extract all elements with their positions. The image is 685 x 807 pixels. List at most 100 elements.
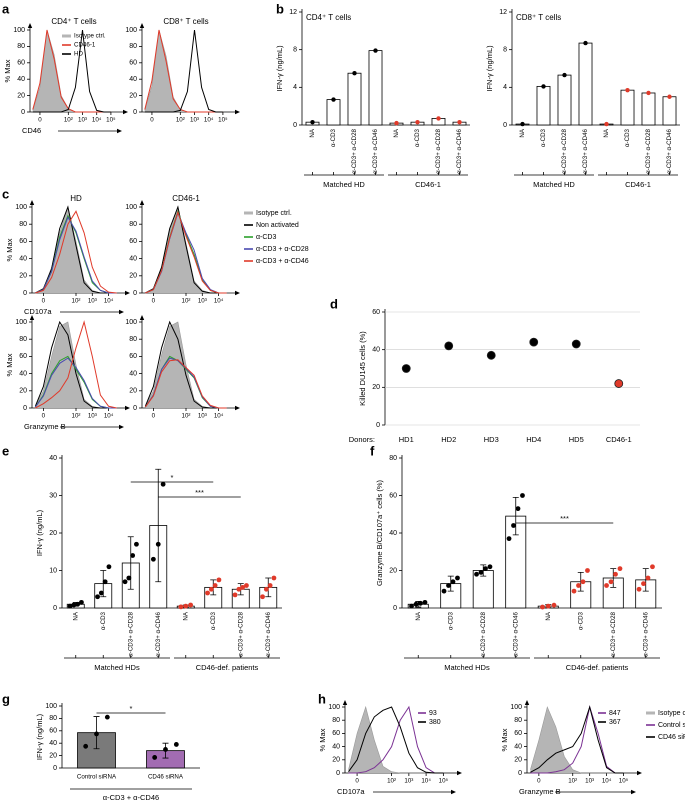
bar [620, 89, 635, 126]
histogram-fill [35, 207, 117, 293]
dot [373, 48, 378, 53]
y-axis-label: IFN-γ (ng/mL) [485, 45, 494, 92]
data-point [95, 594, 100, 600]
data-point [178, 604, 184, 610]
y-tick-label: 100 [510, 704, 522, 711]
dot [394, 120, 399, 126]
x-tick-label: NA [309, 128, 316, 137]
y-tick-label: 40 [389, 530, 397, 537]
y-tick-label: 12 [499, 9, 507, 16]
x-tick-label: α-CD3+ α-CD28 [610, 611, 617, 656]
data-point [520, 493, 525, 498]
x-tick-label: 0 [38, 117, 42, 124]
y-tick-label: 40 [514, 743, 522, 750]
data-point [267, 583, 273, 588]
data-point [418, 600, 423, 606]
x-tick-label: HD4 [526, 435, 541, 444]
chart-title: CD4⁺ T cells [51, 17, 96, 26]
data-point [636, 586, 642, 592]
group-bracket [64, 655, 170, 659]
data-point [614, 379, 624, 388]
x-tick-label: HD3 [484, 435, 499, 444]
y-tick-label: 60 [49, 728, 57, 735]
y-tick-label: 60 [332, 730, 340, 737]
group-label: Matched HD [323, 180, 365, 189]
x-tick-label: NA [393, 128, 400, 137]
data-point [263, 586, 269, 592]
data-point [104, 714, 110, 720]
y-tick-label: 40 [332, 743, 340, 750]
y-tick-label: 20 [372, 384, 380, 391]
data-point [126, 575, 132, 581]
data-point [540, 604, 545, 610]
y-tick-label: 0 [23, 290, 27, 297]
x-tick-label: α-CD3+ α-CD46 [582, 128, 589, 173]
y-tick-label: 0 [293, 122, 297, 129]
histogram-curve [530, 705, 624, 774]
x-tick-label: α-CD3+ α-CD46 [642, 611, 649, 656]
histogram-curve [32, 29, 111, 113]
x-tick-label: α-CD3+ α-CD46 [512, 611, 519, 656]
significance-label: * [130, 704, 133, 713]
dot [310, 119, 315, 125]
error-bar [480, 564, 487, 577]
group-label: CD46-def. patients [196, 663, 259, 672]
y-tick-label: 4 [293, 84, 297, 91]
x-tick-label: NA [415, 611, 422, 620]
y-tick-label: 0 [518, 770, 522, 777]
data-point [106, 564, 112, 570]
data-point [450, 579, 456, 585]
legend-label: Non activated [256, 222, 299, 229]
histogram-curve [144, 359, 227, 409]
axis-arrow [29, 200, 35, 205]
y-tick-label: 10 [49, 567, 57, 574]
group-bracket [514, 172, 594, 176]
legend-label: Control siRNA [658, 722, 685, 729]
x-tick-label: 10³ [190, 117, 199, 124]
significance-label: *** [195, 488, 204, 497]
data-point [401, 364, 411, 373]
x-tick-label: HD1 [399, 435, 414, 444]
data-point [155, 541, 161, 547]
y-tick-label: 40 [372, 347, 380, 354]
y-tick-label: 20 [49, 530, 57, 537]
x-tick-label: 10² [64, 117, 73, 124]
y-tick-label: 80 [129, 221, 137, 228]
x-tick-label: 10³ [78, 117, 87, 124]
y-tick-label: 0 [503, 122, 507, 129]
y-tick-label: 0 [53, 765, 57, 772]
data-point [83, 743, 89, 749]
x-tick-label: 10⁴ [204, 117, 214, 124]
group-bracket [174, 655, 280, 659]
y-tick-label: 100 [13, 27, 25, 34]
x-tick-label: 10² [72, 298, 81, 305]
data-point [571, 588, 577, 594]
data-point [134, 541, 139, 547]
histogram-curve [144, 29, 223, 113]
y-tick-label: 0 [336, 770, 340, 777]
panel-label: b [276, 1, 284, 16]
group-label: CD46-1 [625, 180, 651, 189]
data-point [487, 564, 493, 570]
y-tick-label: 0 [23, 405, 27, 412]
y-tick-label: 60 [389, 492, 397, 499]
data-point [617, 566, 623, 572]
mfi-label: 93 [429, 710, 437, 717]
legend-label: Isotype ctrl. [74, 33, 106, 40]
data-point [645, 575, 651, 581]
x-tick-label: α-CD3 [414, 128, 421, 147]
data-point [545, 603, 551, 609]
y-tick-label: 40 [129, 370, 137, 377]
data-point [232, 592, 238, 598]
error-bar [127, 536, 134, 590]
dot [457, 119, 462, 125]
group-bracket [304, 172, 384, 176]
data-point [455, 575, 460, 581]
y-axis-label: Killed DU145 cells (%) [358, 331, 367, 406]
dot [583, 40, 588, 46]
y-tick-label: 20 [389, 567, 397, 574]
y-axis-label: % Max [5, 353, 14, 376]
axis-arrow [342, 700, 348, 705]
x-axis-label: CD107a [24, 307, 52, 316]
data-point [205, 590, 210, 596]
